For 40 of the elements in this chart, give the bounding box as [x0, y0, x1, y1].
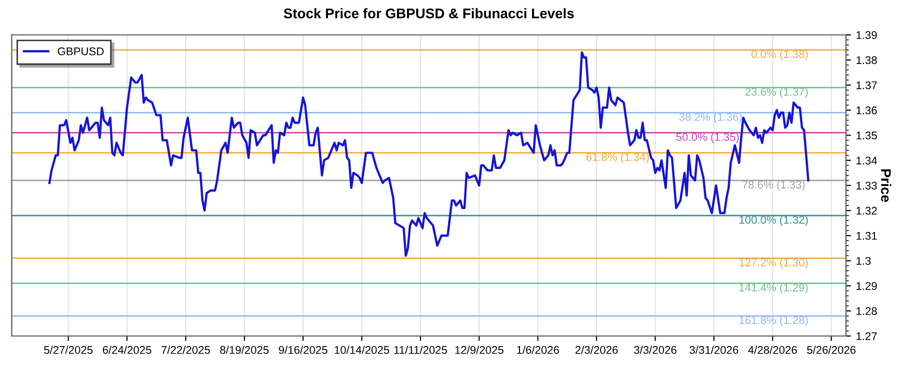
y-tick-label: 1.35	[856, 132, 877, 140]
ref-line-label: 141.4% (1.29)	[740, 283, 808, 294]
ref-line-label: 38.2% (1.36)	[679, 112, 742, 124]
ref-line-label: 161.8% (1.28)	[740, 316, 808, 326]
y-tick-label: 1.3	[856, 256, 871, 265]
x-tick-label: 3/3/2026	[634, 346, 676, 354]
y-tick-label: 1.39	[856, 31, 877, 40]
x-tick-label: 3/31/2026	[690, 346, 738, 354]
x-tick-label: 6/24/2025	[102, 346, 152, 354]
y-tick-label: 1.34	[856, 156, 878, 164]
legend-label: GBPUSD	[58, 47, 104, 56]
x-tick-label: 5/27/2025	[44, 346, 93, 354]
x-tick-label: 10/14/2025	[334, 346, 390, 354]
y-tick-label: 1.37	[856, 81, 877, 90]
x-tick-label: 8/19/2025	[220, 346, 269, 354]
y-axis-title: Price	[881, 169, 892, 202]
ref-line-label: 100.0% (1.32)	[740, 216, 808, 226]
x-tick-label: 1/6/2026	[517, 346, 559, 354]
y-tick-label: 1.31	[856, 232, 877, 240]
chart-title: Stock Price for GBPUSD & Fibunacci Levels	[284, 8, 574, 18]
ref-line-label: 127.2% (1.30)	[740, 258, 808, 269]
x-tick-label: 12/9/2025	[455, 346, 504, 354]
y-tick-label: 1.36	[856, 106, 877, 114]
x-tick-label: 4/28/2026	[748, 346, 797, 354]
y-tick-label: 1.29	[856, 282, 877, 290]
ref-line-label: 50.0% (1.35)	[676, 132, 739, 144]
x-tick-label: 2/3/2026	[575, 346, 618, 354]
ref-line-label: 23.6% (1.37)	[745, 88, 808, 98]
ref-line-label: 61.8% (1.34)	[586, 152, 649, 164]
ref-line-label: 0.0% (1.38)	[751, 50, 808, 60]
y-tick-label: 1.27	[856, 332, 877, 340]
x-tick-label: 11/11/2025	[394, 346, 447, 354]
y-tick-label: 1.28	[856, 307, 877, 316]
x-tick-label: 5/26/2026	[807, 346, 856, 354]
y-tick-label: 1.32	[856, 206, 877, 215]
y-tick-label: 1.38	[856, 56, 877, 64]
x-tick-label: 7/22/2025	[162, 346, 210, 354]
y-tick-label: 1.33	[856, 182, 877, 190]
x-tick-label: 9/16/2025	[278, 346, 328, 354]
ref-line-label: 78.6% (1.33)	[742, 180, 805, 191]
